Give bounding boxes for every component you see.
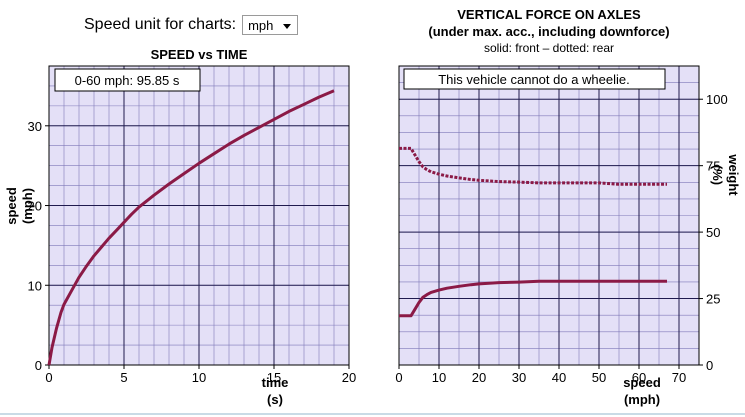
speed-unit-control: Speed unit for charts: mph (84, 15, 299, 35)
x-tick-label: 70 (672, 370, 686, 385)
x-tick-label: 0 (45, 370, 52, 385)
y-tick-label: 0 (706, 358, 713, 373)
y-axis-unit: (%) (710, 165, 725, 185)
chart-title: SPEED vs TIME (151, 47, 248, 62)
x-tick-label: 15 (267, 370, 281, 385)
page-divider (0, 413, 745, 415)
y-axis-unit: (mph) (20, 188, 35, 224)
y-tick-label: 75 (706, 159, 720, 174)
y-axis-label: speed (4, 187, 19, 225)
x-tick-label: 10 (192, 370, 206, 385)
dropdown-arrow-icon (283, 24, 292, 29)
front-axle-line (399, 279, 667, 318)
x-axis-unit: (mph) (624, 392, 660, 407)
zero-to-sixty-label: 0-60 mph: 95.85 s (75, 73, 180, 88)
chart-subtitle: (under max. acc., including downforce) (428, 24, 669, 39)
speed-unit-label: Speed unit for charts: (84, 16, 237, 33)
x-axis-unit: (s) (267, 392, 283, 407)
annotation-box (54, 68, 201, 92)
speed-unit-select[interactable]: mph (242, 15, 299, 35)
plot-frame (398, 65, 700, 366)
x-tick-label: 20 (472, 370, 486, 385)
x-tick-label: 0 (395, 370, 402, 385)
chart-title: VERTICAL FORCE ON AXLES (457, 7, 641, 22)
x-tick-label: 20 (342, 370, 356, 385)
x-tick-label: 50 (592, 370, 606, 385)
x-tick-label: 10 (432, 370, 446, 385)
y-tick-label: 20 (28, 199, 42, 214)
x-tick-label: 30 (512, 370, 526, 385)
line-style-legend: solid: front – dotted: rear (484, 41, 614, 55)
y-tick-label: 100 (706, 92, 728, 107)
x-tick-label: 60 (632, 370, 646, 385)
speed-time-chart: 0 5 10 15 20 0 10 20 30 SPEED vs TIME 0-60 mph: 95… (4, 47, 356, 407)
y-tick-label: 0 (35, 358, 42, 373)
y-tick-label: 30 (28, 119, 42, 134)
y-axis-label: weight (726, 153, 741, 196)
annotation-box (403, 68, 666, 90)
rear-axle-line (399, 146, 667, 186)
speed-unit-value: mph (248, 17, 274, 33)
y-tick-label: 25 (706, 292, 720, 307)
speed-line (47, 89, 335, 366)
y-tick-label: 50 (706, 225, 720, 240)
x-axis-label: speed (623, 375, 661, 390)
x-axis-label: time (262, 375, 289, 390)
x-tick-label: 40 (552, 370, 566, 385)
y-tick-label: 10 (28, 278, 42, 293)
wheelie-note: This vehicle cannot do a wheelie. (438, 72, 630, 87)
x-tick-label: 5 (120, 370, 127, 385)
axle-force-chart: 0 10 20 30 40 50 60 70 0 25 50 75 100 VERTICAL FORCE … (395, 7, 741, 407)
